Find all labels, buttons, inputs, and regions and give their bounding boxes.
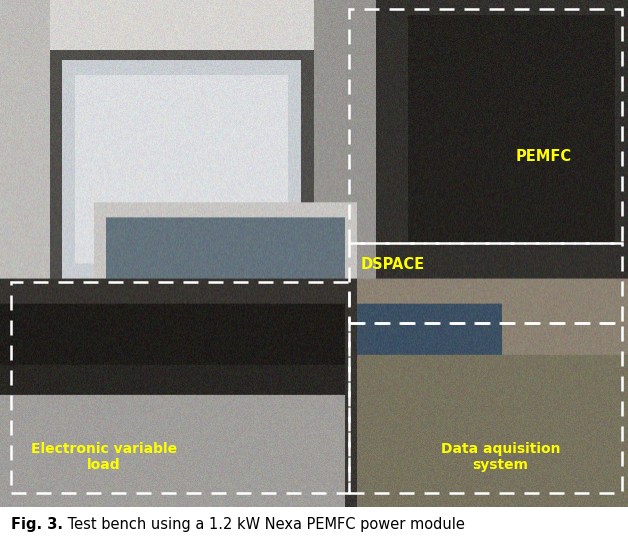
Bar xyxy=(349,9,622,243)
Text: PEMFC: PEMFC xyxy=(515,150,571,165)
Text: Electronic variable
load: Electronic variable load xyxy=(31,442,176,472)
Text: Test bench using a 1.2 kW Nexa PEMFC power module: Test bench using a 1.2 kW Nexa PEMFC pow… xyxy=(63,517,465,532)
Bar xyxy=(11,282,349,493)
Bar xyxy=(349,324,622,493)
Bar xyxy=(349,243,622,324)
Text: DSPACE: DSPACE xyxy=(360,257,425,273)
Text: Fig. 3.: Fig. 3. xyxy=(11,517,63,532)
Text: Data aquisition
system: Data aquisition system xyxy=(441,442,560,472)
